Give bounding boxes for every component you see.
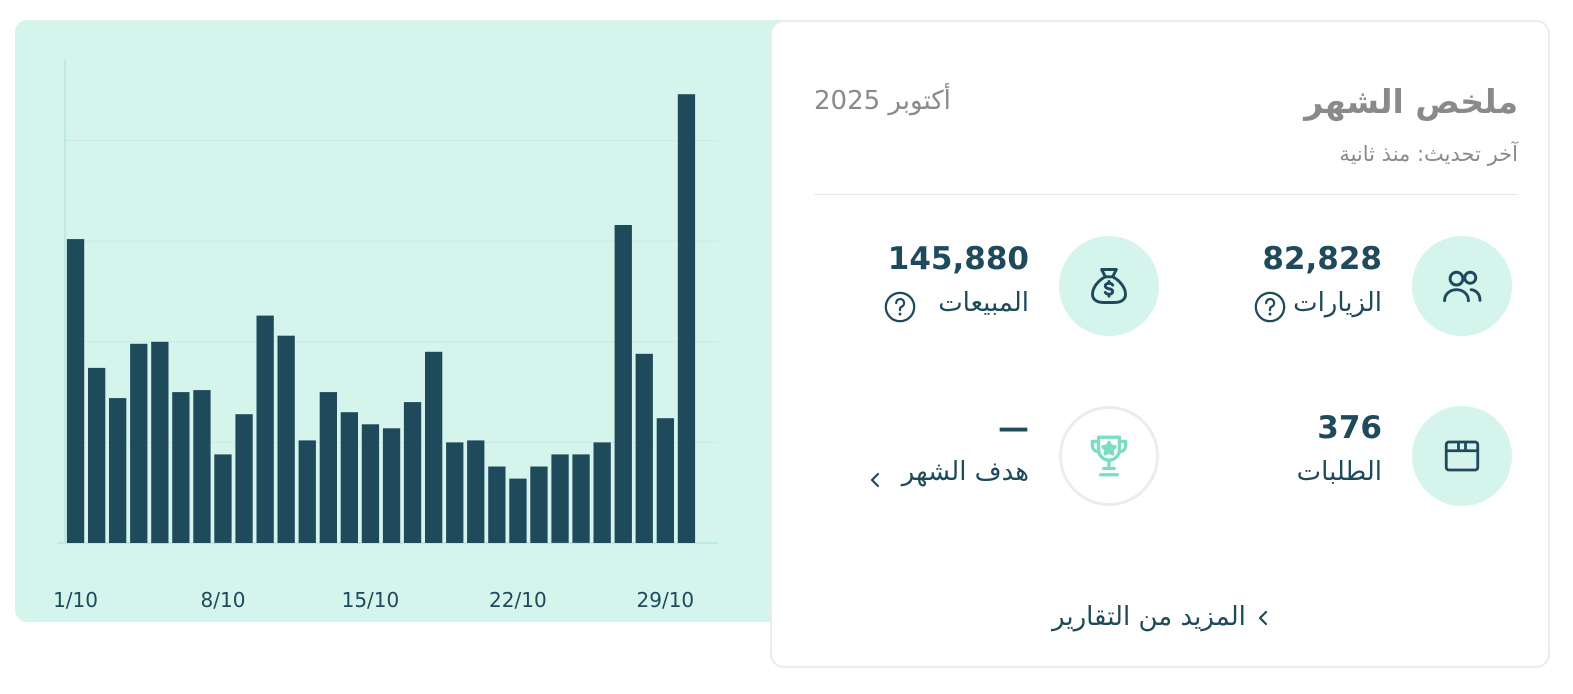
trophy-icon: [1059, 406, 1159, 506]
bar-13/10: [319, 392, 337, 543]
bar-21/10: [488, 466, 506, 543]
bar-17/10: [403, 402, 422, 543]
visits-help-icon[interactable]: [1253, 290, 1287, 324]
bar-26/10: [593, 442, 611, 543]
more-reports-link[interactable]: المزيد من التقارير: [1052, 602, 1270, 632]
bar-16/10: [382, 428, 401, 543]
card-title: ملخص الشهر: [1304, 82, 1518, 121]
chevron-left-icon: [870, 472, 880, 488]
bar-11/10: [277, 335, 295, 543]
bar-23/10: [530, 466, 548, 543]
bar-10/10: [256, 315, 274, 543]
orders-label: الطلبات: [1296, 457, 1382, 487]
bar-24/10: [551, 454, 569, 543]
bar-28/10: [635, 353, 653, 543]
bar-7/10: [193, 390, 211, 543]
divider: [814, 194, 1518, 195]
bar-15/10: [361, 424, 380, 543]
month-label: أكتوبر 2025: [814, 86, 951, 116]
bar-12/10: [298, 440, 316, 543]
visits-label: الزيارات: [1293, 288, 1382, 318]
users-icon: [1412, 236, 1512, 336]
x-tick-label: 8/10: [200, 588, 246, 612]
bar-5/10: [151, 341, 169, 544]
x-tick-label: 29/10: [636, 588, 695, 612]
chevron-left-icon: [1258, 610, 1267, 626]
sales-value: 145,880: [887, 241, 1029, 277]
money-bag-icon: [1059, 236, 1159, 336]
bar-14/10: [340, 412, 358, 543]
box-icon: [1412, 406, 1512, 506]
bar-25/10: [572, 454, 590, 543]
goal-link[interactable]: هدف الشهر: [901, 457, 1029, 487]
bar-1/10: [66, 239, 85, 543]
bar-6/10: [172, 392, 190, 543]
x-tick-label: 15/10: [341, 588, 400, 612]
bar-22/10: [509, 478, 527, 543]
visits-value: 82,828: [1262, 241, 1382, 277]
more-reports-label: المزيد من التقارير: [1052, 602, 1246, 632]
bar-30/10: [677, 94, 696, 543]
orders-value: 376: [1317, 410, 1382, 446]
sales-label: المبيعات: [938, 288, 1029, 318]
bar-27/10: [614, 225, 632, 543]
bar-18/10: [425, 351, 443, 543]
bar-29/10: [656, 418, 674, 543]
month-summary-card: ملخص الشهر أكتوبر 2025 آخر تحديث: منذ ثا…: [770, 20, 1550, 668]
x-tick-label: 22/10: [489, 588, 547, 612]
bar-3/10: [109, 398, 127, 543]
last-updated: آخر تحديث: منذ ثانية: [1339, 142, 1518, 166]
bar-20/10: [467, 440, 485, 543]
goal-value: —: [998, 410, 1029, 446]
x-tick-label: 1/10: [53, 588, 98, 612]
sales-help-icon[interactable]: [883, 290, 917, 324]
daily-bar-chart: [57, 60, 718, 544]
bar-8/10: [214, 454, 232, 543]
bar-19/10: [446, 442, 464, 543]
daily-chart-panel: 1/10 8/10 15/10 22/10 29/10: [15, 20, 783, 622]
bar-4/10: [130, 343, 148, 543]
bar-2/10: [88, 367, 106, 543]
bar-9/10: [235, 414, 253, 543]
